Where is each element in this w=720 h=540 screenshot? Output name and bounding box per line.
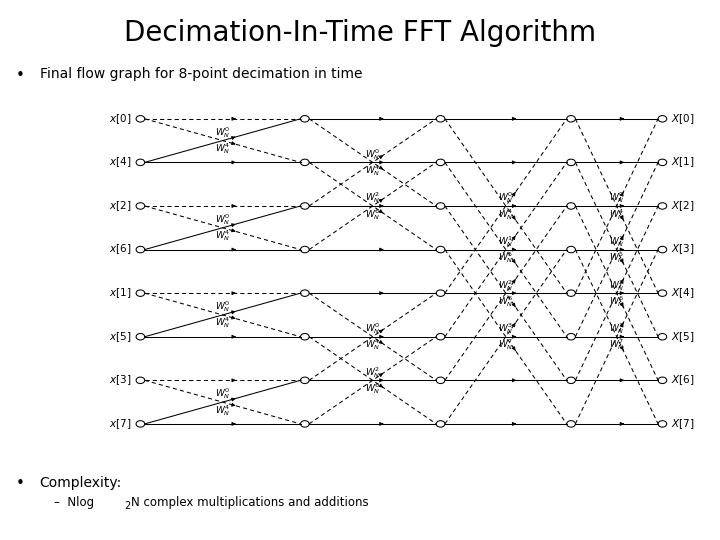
Text: $X[1]$: $X[1]$	[671, 156, 695, 170]
Text: $W_N^{2}$: $W_N^{2}$	[365, 364, 380, 380]
Text: $W_N^{4}$: $W_N^{4}$	[215, 228, 230, 244]
Text: $x[2]$: $x[2]$	[109, 199, 131, 213]
Text: $W_N^{6}$: $W_N^{6}$	[609, 294, 624, 309]
Text: $x[6]$: $x[6]$	[109, 242, 131, 256]
Text: $W_N^{6}$: $W_N^{6}$	[365, 381, 380, 396]
Text: $W_N^{7}$: $W_N^{7}$	[498, 338, 513, 352]
Text: $W_N^{2}$: $W_N^{2}$	[609, 278, 624, 293]
Text: •: •	[16, 476, 24, 491]
Text: –  Nlog: – Nlog	[54, 496, 94, 509]
Text: $W_N^{4}$: $W_N^{4}$	[215, 315, 230, 330]
Text: Complexity:: Complexity:	[40, 476, 122, 490]
Text: $X[4]$: $X[4]$	[671, 286, 695, 300]
Text: $W_N^{4}$: $W_N^{4}$	[365, 163, 380, 178]
Text: $W_N^{3}$: $W_N^{3}$	[609, 321, 624, 336]
Text: 2: 2	[124, 501, 130, 511]
Text: $W_N^{2}$: $W_N^{2}$	[498, 278, 513, 293]
Text: $x[5]$: $x[5]$	[109, 330, 131, 343]
Text: $x[7]$: $x[7]$	[109, 417, 131, 431]
Text: $W_N^{0}$: $W_N^{0}$	[609, 191, 624, 205]
Text: $x[0]$: $x[0]$	[109, 112, 131, 126]
Text: $x[3]$: $x[3]$	[109, 373, 131, 387]
Text: $W_N^{4}$: $W_N^{4}$	[365, 338, 380, 352]
Text: $W_N^{3}$: $W_N^{3}$	[498, 321, 513, 336]
Text: $X[3]$: $X[3]$	[671, 242, 695, 256]
Text: $W_N^{2}$: $W_N^{2}$	[365, 191, 380, 205]
Text: $W_N^{4}$: $W_N^{4}$	[215, 403, 230, 417]
Text: $W_N^{6}$: $W_N^{6}$	[498, 294, 513, 309]
Text: $W_N^{0}$: $W_N^{0}$	[215, 387, 230, 401]
Text: $x[4]$: $x[4]$	[109, 156, 131, 170]
Text: $X[0]$: $X[0]$	[671, 112, 695, 126]
Text: •: •	[16, 68, 24, 83]
Text: $x[1]$: $x[1]$	[109, 286, 131, 300]
Text: $X[5]$: $X[5]$	[671, 330, 695, 343]
Text: $W_N^{0}$: $W_N^{0}$	[215, 212, 230, 227]
Text: $W_N^{7}$: $W_N^{7}$	[609, 338, 624, 352]
Text: $X[6]$: $X[6]$	[671, 373, 695, 387]
Text: $W_N^{6}$: $W_N^{6}$	[365, 207, 380, 221]
Text: $W_N^{0}$: $W_N^{0}$	[365, 321, 380, 336]
Text: $W_N^{5}$: $W_N^{5}$	[609, 250, 624, 265]
Text: $W_N^{0}$: $W_N^{0}$	[365, 147, 380, 162]
Text: Final flow graph for 8-point decimation in time: Final flow graph for 8-point decimation …	[40, 67, 362, 81]
Text: $X[2]$: $X[2]$	[671, 199, 695, 213]
Text: $W_N^{0}$: $W_N^{0}$	[498, 191, 513, 205]
Text: $W_N^{0}$: $W_N^{0}$	[215, 299, 230, 314]
Text: Decimation-In-Time FFT Algorithm: Decimation-In-Time FFT Algorithm	[124, 19, 596, 47]
Text: $W_N^{4}$: $W_N^{4}$	[498, 207, 513, 221]
Text: $W_N^{5}$: $W_N^{5}$	[498, 250, 513, 265]
Text: $X[7]$: $X[7]$	[671, 417, 695, 431]
Text: $W_N^{4}$: $W_N^{4}$	[609, 207, 624, 221]
Text: $W_N^{1}$: $W_N^{1}$	[498, 234, 513, 249]
Text: $W_N^{1}$: $W_N^{1}$	[609, 234, 624, 249]
Text: N complex multiplications and additions: N complex multiplications and additions	[131, 496, 369, 509]
Text: $W_N^{4}$: $W_N^{4}$	[215, 141, 230, 156]
Text: $W_N^{0}$: $W_N^{0}$	[215, 125, 230, 140]
